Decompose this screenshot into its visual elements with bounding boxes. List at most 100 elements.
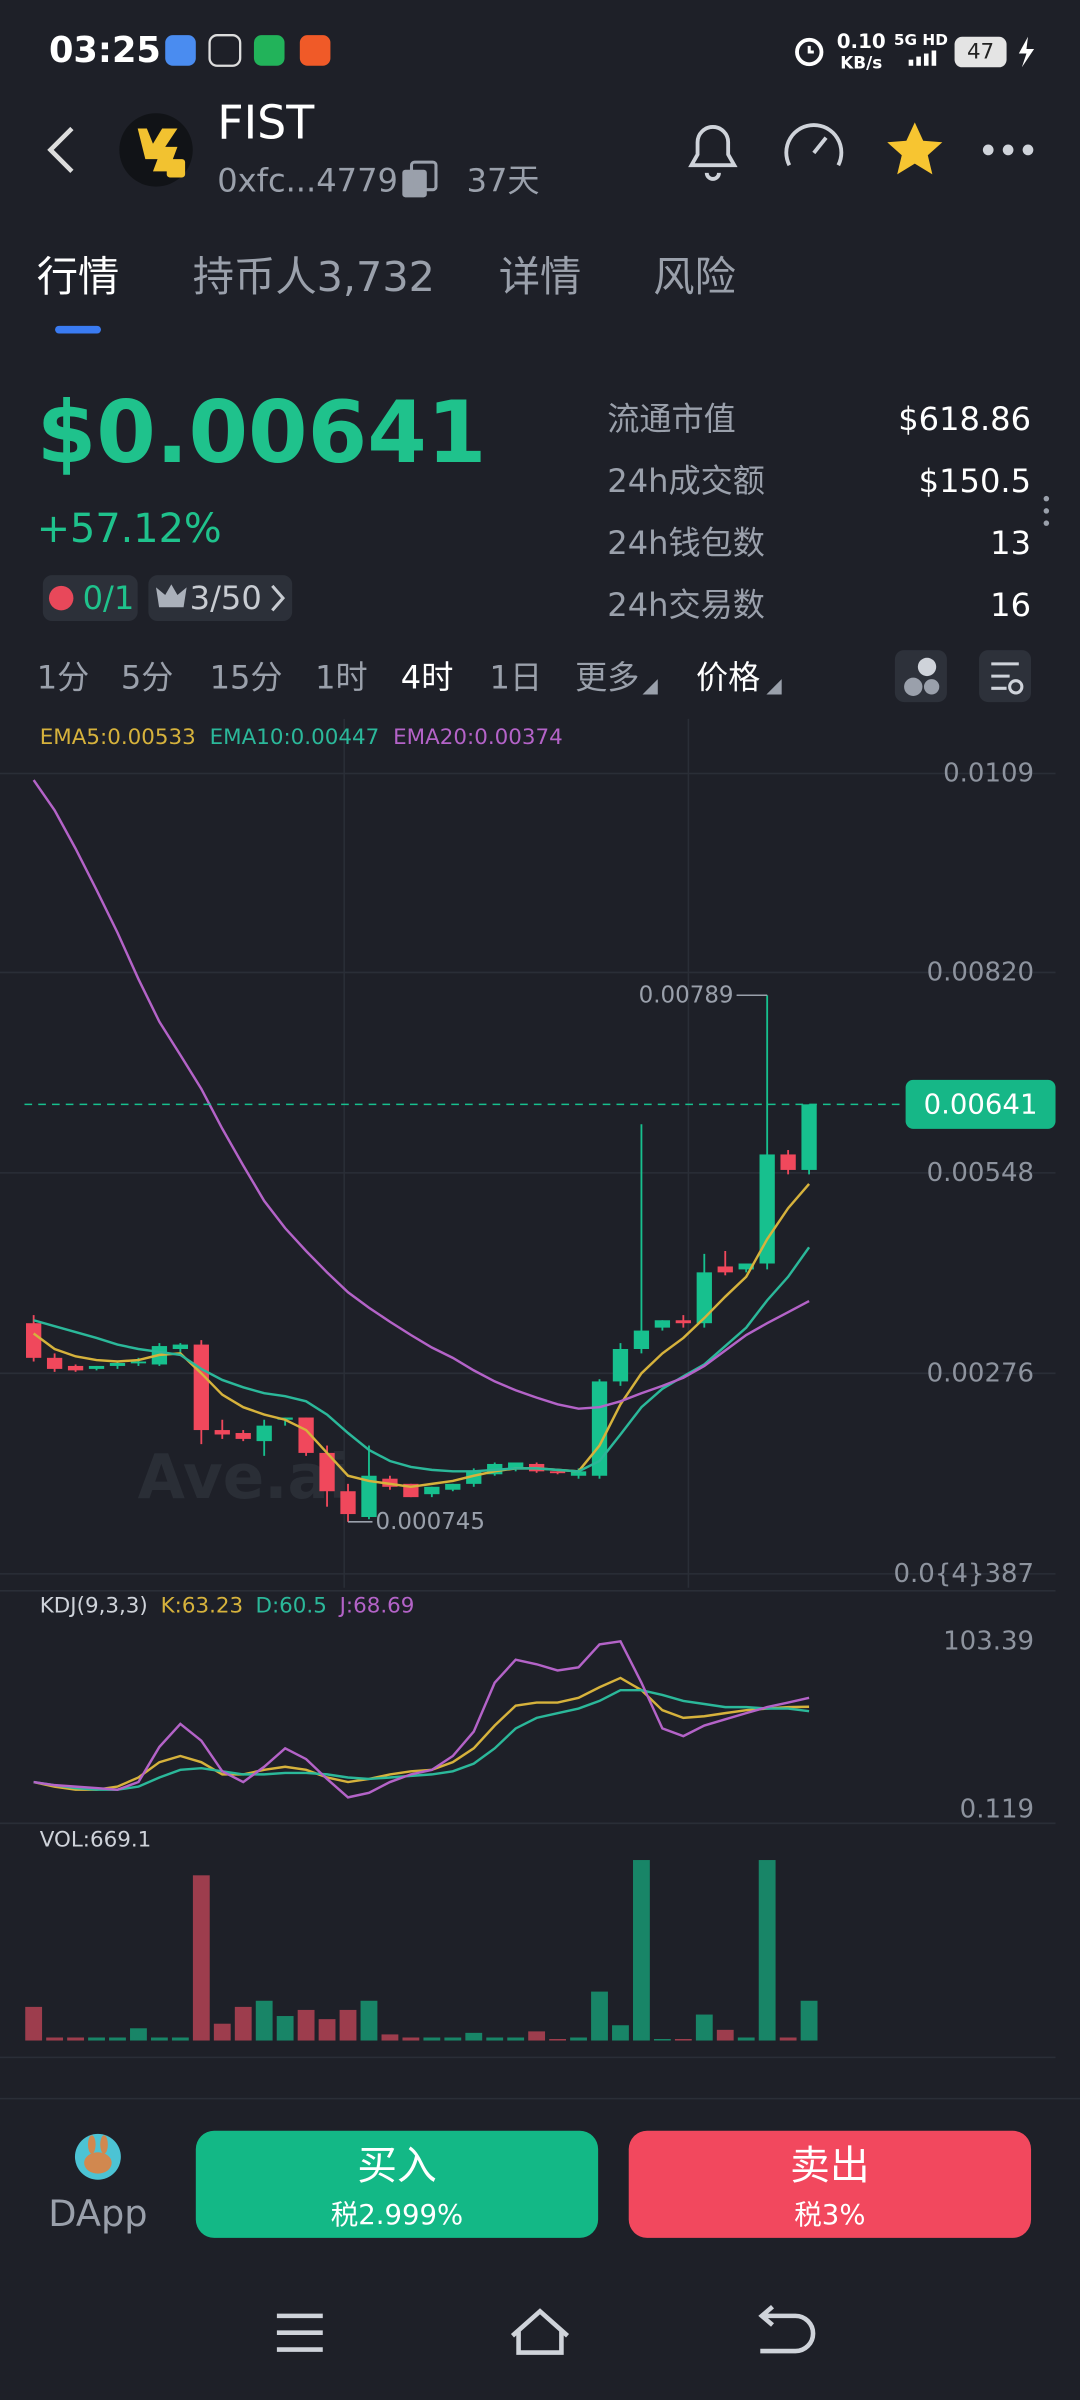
timeframe[interactable]: 1分 (37, 659, 90, 697)
gauge-icon[interactable] (784, 123, 844, 167)
buy-label[interactable]: 买入 (357, 2143, 437, 2189)
volume-bar (25, 2006, 43, 2041)
tab[interactable]: 行情 (37, 253, 120, 301)
tab-indicator (55, 325, 101, 334)
candle-body (130, 1361, 147, 1364)
battery-icon (954, 36, 1007, 68)
timeframe[interactable]: 4时 (401, 659, 454, 697)
volume-bar (234, 2006, 252, 2041)
timeframe[interactable]: 价格 (696, 659, 760, 697)
volume-bar (444, 2037, 462, 2041)
dapp-icon[interactable] (74, 2133, 121, 2180)
tab[interactable]: 持币人3,732 (193, 253, 435, 301)
candle-body (256, 1425, 272, 1442)
net-speed: 0.10 (837, 30, 886, 53)
volume-bar (528, 2031, 546, 2041)
line-series (33, 1639, 810, 1799)
candle-body (570, 1471, 587, 1476)
low-label: 0.000745 (376, 1509, 485, 1535)
legend-entry: J:68.69 (338, 1594, 415, 1619)
tab[interactable]: 详情 (499, 253, 582, 301)
candle-body (801, 1104, 817, 1170)
stat-label: 24h交易数 (607, 586, 765, 624)
back-button[interactable] (47, 126, 74, 173)
settings-button[interactable] (979, 650, 1032, 703)
line-series (33, 1688, 810, 1791)
candle-body (424, 1486, 440, 1495)
timeframe[interactable]: 1时 (315, 659, 368, 697)
indicator-button[interactable] (894, 650, 947, 703)
sell-label[interactable]: 卖出 (790, 2143, 870, 2189)
buy-button[interactable] (195, 2130, 599, 2238)
timeframes: 1分 5分 15分 1时 4时 1日 更多 价格 (37, 659, 761, 697)
stat-value: $150.5 (919, 462, 1031, 500)
candle-body (759, 1154, 775, 1264)
battery-level: 47 (967, 40, 994, 65)
candle-body (319, 1452, 335, 1492)
volume-bar (549, 2038, 567, 2041)
status-alarm-icon (795, 37, 824, 67)
token-name: FIST (217, 95, 315, 149)
y-tick-label: 0.119 (960, 1795, 1034, 1825)
line-series (32, 779, 810, 1410)
stat-label: 流通市值 (607, 400, 735, 438)
volume-bar (339, 2009, 357, 2041)
volume-bar (737, 2037, 755, 2041)
volume-bar (255, 2000, 273, 2041)
candle-body (361, 1475, 377, 1518)
sell-tax[interactable]: 税3% (794, 2199, 865, 2231)
badge[interactable] (42, 575, 138, 622)
badge-text: 0/1 (83, 579, 135, 617)
legend-entry: EMA5:0.00533 (40, 725, 196, 750)
network-type: 5G HD (894, 31, 948, 49)
stat-value: 16 (990, 586, 1031, 624)
candle-body (612, 1348, 629, 1382)
timeframe[interactable]: 更多 (575, 659, 639, 697)
timeframe[interactable]: 15分 (210, 659, 283, 697)
candle-body (298, 1417, 314, 1453)
current-price-tag (905, 1079, 1056, 1129)
candle-body (508, 1462, 524, 1469)
panel-label: VOL:669.1 (40, 1828, 152, 1853)
timeframe[interactable]: 5分 (121, 659, 174, 697)
tab[interactable]: 风险 (653, 253, 736, 301)
buy-tax[interactable]: 税2.999% (331, 2199, 463, 2231)
candle-body (214, 1430, 230, 1435)
timeframe[interactable]: 1日 (490, 659, 543, 697)
volume-bar (360, 2000, 378, 2041)
volume-bar (297, 2009, 315, 2041)
candle-body (696, 1272, 712, 1324)
charging-icon (1018, 36, 1035, 68)
watermark: Ave.ai (138, 1442, 350, 1513)
volume-bar (381, 2034, 399, 2041)
volume-bar (171, 2037, 189, 2041)
nav-menu[interactable] (276, 2313, 323, 2352)
legend-entry: D:60.5 (255, 1594, 326, 1619)
nav-back[interactable] (758, 2304, 816, 2354)
token-address: 0xfc...4779 (217, 161, 398, 199)
more-icon[interactable] (982, 144, 1034, 156)
dapp-label[interactable]: DApp (48, 2192, 147, 2235)
volume-bar (423, 2037, 441, 2041)
copy-icon[interactable] (402, 160, 438, 198)
sell-button[interactable] (628, 2130, 1032, 2238)
volume-bar (192, 1875, 210, 2041)
y-tick-label: 0.0{4}387 (893, 1559, 1034, 1589)
volume-bar (800, 2000, 818, 2041)
bag-icon (48, 585, 74, 611)
candle-body (193, 1344, 209, 1431)
candle-body (46, 1357, 63, 1369)
stat-value: 13 (990, 524, 1031, 562)
volume-bar (507, 2037, 525, 2041)
volume-bar (130, 2028, 147, 2041)
favorite-star[interactable] (887, 122, 943, 175)
legend-entry: EMA10:0.00447 (210, 725, 380, 750)
candle-body (445, 1483, 461, 1490)
badge[interactable] (148, 575, 293, 622)
candle-body (109, 1363, 126, 1366)
bell-icon[interactable] (688, 125, 738, 181)
nav-home[interactable] (510, 2308, 570, 2355)
candle-body (172, 1344, 189, 1349)
candle-body (235, 1433, 251, 1439)
status-app-icons (165, 34, 331, 67)
